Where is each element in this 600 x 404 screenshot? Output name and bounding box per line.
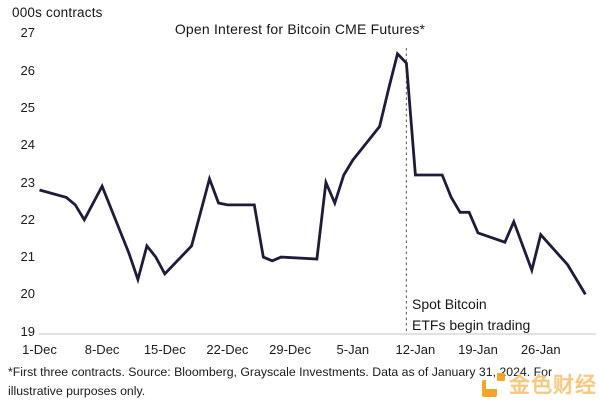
x-tick-label-1-Dec: 1-Dec [22, 342, 57, 357]
y-axis-units-label: 000s contracts [12, 5, 103, 20]
x-tick-label-12-Jan: 12-Jan [395, 342, 436, 357]
source-footnote: *First three contracts. Source: Bloomber… [8, 363, 583, 400]
x-tick-label-26-Jan: 26-Jan [520, 342, 561, 357]
y-tick-label-23: 23 [20, 174, 35, 190]
y-tick-label-24: 24 [20, 137, 35, 153]
x-tick-label-8-Dec: 8-Dec [84, 342, 120, 357]
y-tick-label-26: 26 [20, 62, 35, 78]
x-tick-label-5-Jan: 5-Jan [336, 342, 370, 357]
x-tick-label-19-Jan: 19-Jan [458, 342, 498, 357]
source-footnote-line2: illustrative purposes only. [8, 383, 146, 398]
event-annotation: Spot Bitcoin ETFs begin trading [412, 294, 530, 336]
chart-title: Open Interest for Bitcoin CME Futures* [174, 21, 426, 37]
jinse-finance-watermark: 金色财经 [482, 369, 597, 399]
event-annotation-line1: Spot Bitcoin [412, 296, 487, 312]
y-tick-label-25: 25 [20, 99, 35, 115]
y-tick-label-21: 21 [20, 249, 35, 265]
watermark-text: 金色财经 [509, 374, 597, 397]
event-annotation-line2: ETFs begin trading [412, 317, 531, 333]
x-tick-label-29-Dec: 29-Dec [269, 342, 312, 357]
y-tick-label-22: 22 [20, 211, 35, 227]
x-tick-label-22-Dec: 22-Dec [206, 342, 249, 357]
y-tick-label-27: 27 [20, 25, 35, 41]
jinse-logo-icon [482, 371, 506, 398]
y-tick-label-20: 20 [20, 286, 35, 302]
x-tick-label-15-Dec: 15-Dec [143, 342, 186, 357]
open-interest-line [39, 51, 587, 296]
y-tick-label-19: 19 [20, 323, 35, 339]
source-footnote-line1: *First three contracts. Source: Bloomber… [8, 365, 553, 379]
